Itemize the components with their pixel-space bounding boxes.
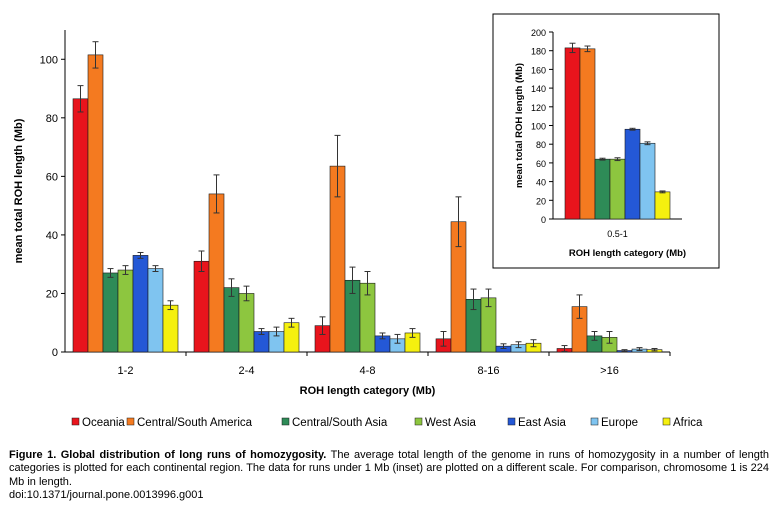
x-tick-label: 8-16 [477,365,499,377]
roh-figure: 0 20 40 60 80 100 1-2 2-4 4-8 8-16 >16 ROH length c… [13,13,720,429]
x-axis-title: ROH length category (Mb) [300,385,436,397]
legend-swatch [590,417,599,426]
legend-label: Central/South Asia [292,417,388,429]
inset-y-tick-label: 140 [531,84,546,94]
legend-swatch [126,417,135,426]
bar [238,293,255,353]
legend-label: Oceania [82,417,125,429]
legend-swatch [414,417,423,426]
inset-bar [609,158,626,220]
inset-bar-chart: 0 20 40 60 80 100 120 140 160 180 200 0.5-1 ROH leng… [492,13,720,269]
inset-y-axis-title: mean total ROH length (Mb) [514,63,525,188]
inset-y-tick-label: 180 [531,47,546,57]
inset-x-tick-label: 0.5-1 [607,229,628,239]
y-tick-label: 40 [46,230,58,242]
bar [102,272,119,353]
legend-label: Africa [673,417,703,429]
inset-bar [579,48,596,220]
inset-bar [654,191,671,220]
y-tick-label: 60 [46,171,58,183]
y-tick-label: 80 [46,113,58,125]
x-tick-label: 1-2 [118,365,134,377]
legend-swatch [507,417,516,426]
legend-swatch [281,417,290,426]
y-tick-label: 0 [52,347,58,359]
bar [87,54,104,353]
inset-y-tick-label: 80 [536,140,546,150]
inset-bar [624,128,641,220]
x-tick-label: 2-4 [239,365,255,377]
inset-bar [564,47,581,220]
legend-label: Europe [601,417,638,429]
y-tick-label: 20 [46,288,58,300]
bar [72,98,89,353]
legend-label: West Asia [425,417,477,429]
inset-bar [594,158,611,220]
legend-swatch [71,417,80,426]
inset-frame [492,13,720,269]
bar [147,268,164,353]
bar [208,193,225,353]
caption-title: Figure 1. Global distribution of long ru… [9,449,327,461]
inset-x-axis-title: ROH length category (Mb) [569,248,686,259]
x-tick-label: >16 [600,365,619,377]
legend-label: Central/South America [137,417,253,429]
legend-label: East Asia [518,417,567,429]
inset-y-tick-label: 120 [531,103,546,113]
legend: Oceania Central/South America Central/Sout… [71,417,703,429]
legend-swatch [662,417,671,426]
bar [223,287,240,353]
doi-line: doi:10.1371/journal.pone.0013996.g001 [9,489,204,501]
inset-y-tick-label: 100 [531,122,546,132]
main-bar-chart: 0 20 40 60 80 100 1-2 2-4 4-8 8-16 >16 ROH length c… [13,30,671,397]
figure-caption: Figure 1. Global distribution of long ru… [9,449,769,489]
inset-y-tick-label: 160 [531,65,546,75]
y-tick-label: 100 [40,54,58,66]
inset-y-tick-label: 40 [536,178,546,188]
y-axis-title: mean total ROH length (Mb) [13,118,25,263]
bar [162,304,179,353]
inset-y-tick-label: 0 [541,215,546,225]
inset-y-tick-label: 200 [531,28,546,38]
inset-y-tick-label: 20 [536,196,546,206]
bar [193,260,210,353]
bar [132,255,149,353]
x-tick-label: 4-8 [360,365,376,377]
inset-bar [639,142,656,220]
inset-y-tick-label: 60 [536,159,546,169]
caption-text: The average total length of the genome i… [9,449,769,488]
bar [117,269,134,353]
